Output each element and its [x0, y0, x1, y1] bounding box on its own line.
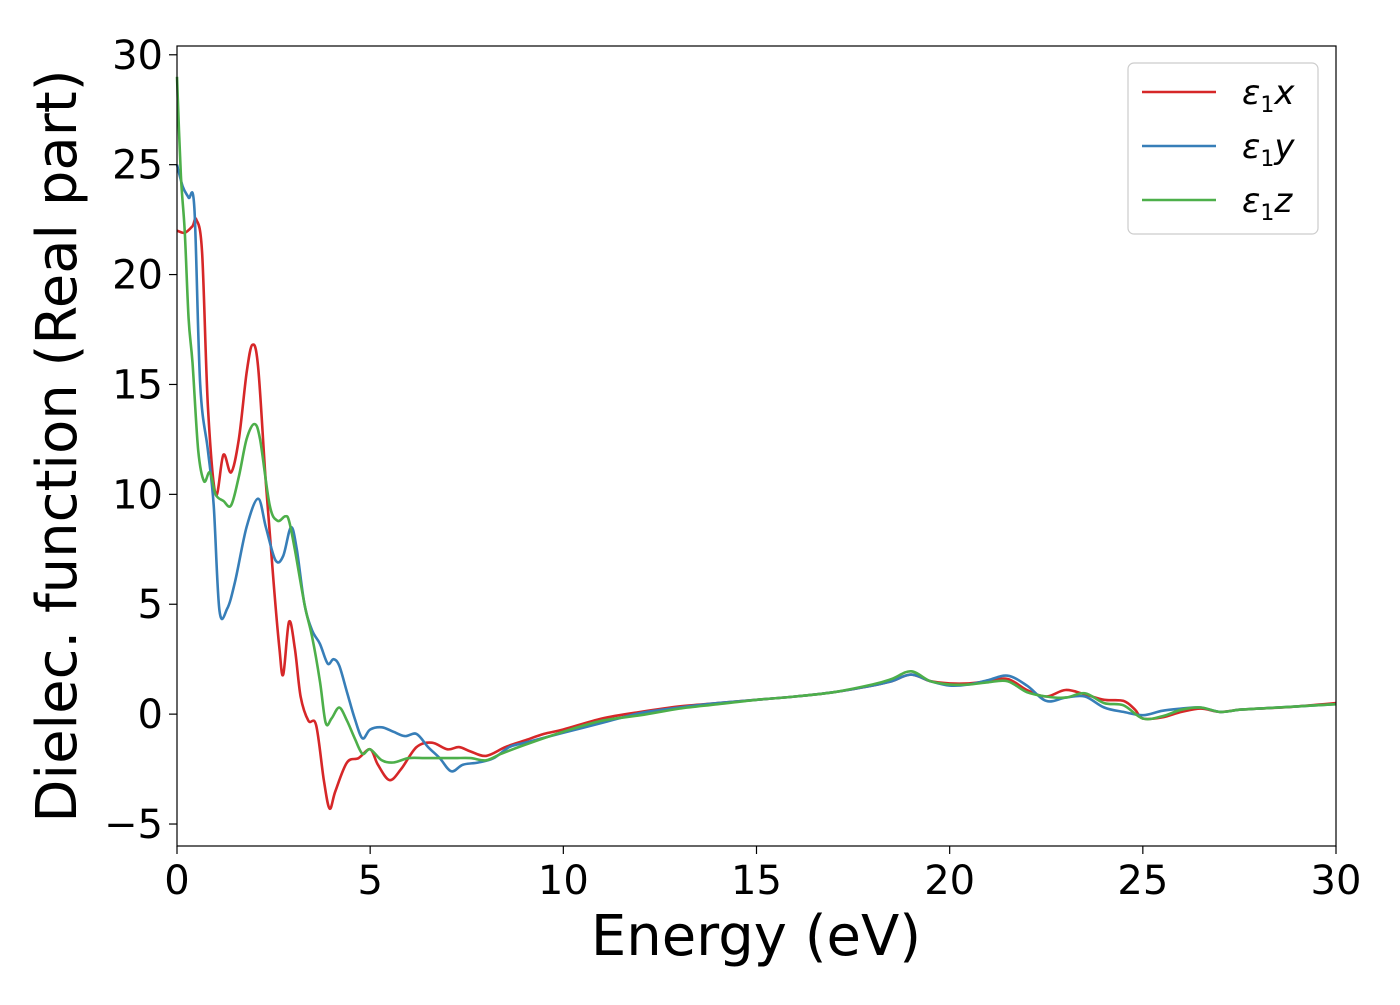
x-tick-label: 20	[924, 858, 975, 904]
x-tick-label: 15	[731, 858, 782, 904]
x-axis: 0 5 10 15 20 25 30	[164, 846, 1361, 904]
legend: ε1x ε1y ε1z	[1127, 62, 1319, 235]
y-tick-label: 5	[138, 582, 163, 628]
y-tick-label: 10	[112, 472, 163, 518]
x-tick-label: 25	[1117, 858, 1168, 904]
legend-label-y: ε1y	[1242, 127, 1295, 172]
legend-label-x: ε1x	[1242, 73, 1295, 118]
y-tick-label: 15	[112, 362, 163, 408]
y-axis-title: Dielec. function (Real part)	[25, 69, 90, 822]
x-axis-title: Energy (eV)	[591, 904, 921, 969]
legend-box	[1127, 62, 1319, 235]
x-tick-label: 10	[538, 858, 589, 904]
y-tick-label: 30	[112, 33, 163, 79]
y-axis: −5 0 5 10 15 20 25 30	[104, 33, 177, 848]
x-tick-label: 5	[357, 858, 382, 904]
y-tick-label: 20	[112, 253, 163, 299]
x-tick-label: 30	[1311, 858, 1362, 904]
y-tick-label: 0	[138, 692, 163, 738]
series-layer	[175, 76, 1337, 811]
legend-label-z: ε1z	[1242, 181, 1293, 226]
y-tick-label: 25	[112, 143, 163, 189]
y-tick-label: −5	[104, 802, 163, 848]
x-tick-label: 0	[164, 858, 189, 904]
series-line-z	[175, 76, 1337, 764]
